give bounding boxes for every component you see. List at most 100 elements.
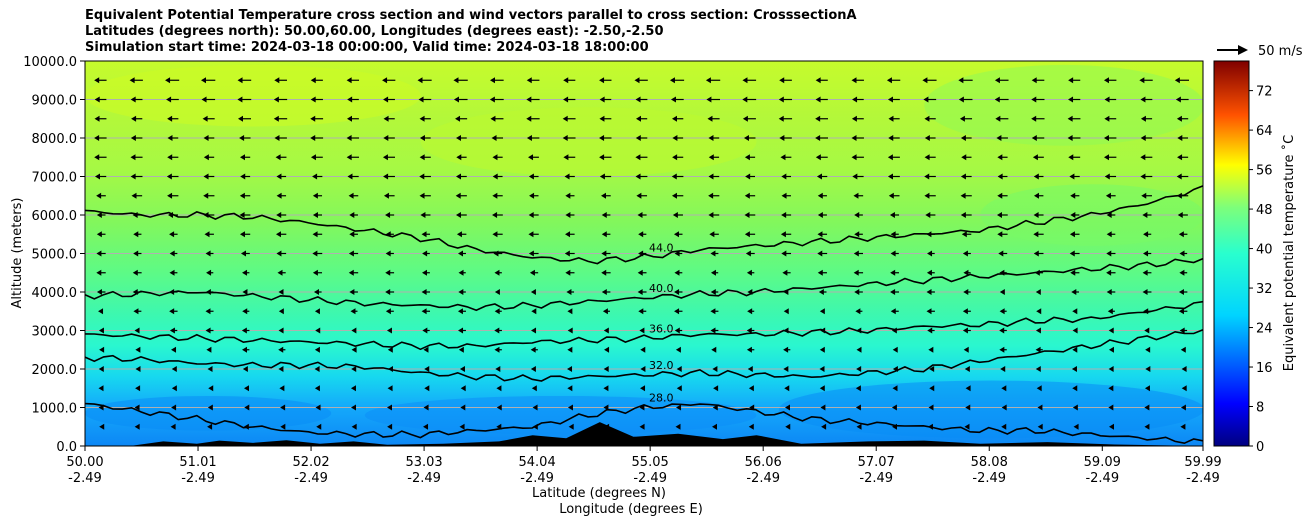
wind-vector-582 [958,77,964,84]
wind-vector-521 [995,115,1001,122]
wind-vector-142 [746,346,752,353]
wind-vector-270 [890,269,896,276]
wind-vector-405 [166,173,172,180]
wind-vector-333 [926,231,932,238]
wind-vector-82 [819,385,825,392]
wind-vector-114 [856,366,862,372]
y-tick-label: 10000.0 [23,55,77,70]
wind-vector-533 [310,96,316,103]
wind-vector-348 [349,212,355,218]
wind-vector-236 [783,289,789,295]
wind-vector-470 [274,135,280,141]
x-tick-label-lat: 59.99 [1184,455,1221,470]
wind-vector-88 [1036,385,1042,392]
wind-vector-292 [564,250,570,257]
wind-vector-527 [94,96,100,103]
wind-vector-76 [603,385,609,392]
wind-vector-79 [713,385,719,392]
wind-vector-525 [1140,115,1146,122]
wind-vector-432 [1140,173,1146,180]
wind-vector-197 [494,308,500,315]
wind-vector-570 [526,77,532,84]
x-tick-label-lon: -2.49 [746,471,780,486]
y-axis: 0.0 1000.0 2000.0 3000.0 4000.0 5000.0 6000.0 7… [23,55,85,455]
wind-vector-31 [98,404,104,411]
wind-vector-279 [96,250,102,257]
field-band-1 [778,380,1203,439]
wind-vector-66 [243,385,249,392]
wind-vector-21 [856,423,862,430]
wind-vector-581 [922,77,928,84]
wind-vector-557 [1175,96,1181,103]
wind-vector-96 [207,366,213,372]
x-tick-label-lat: 54.04 [519,455,556,470]
wind-vector-272 [963,269,969,276]
wind-vector-321 [492,231,498,238]
x-tick-8: 58.08-2.49 [971,446,1008,486]
wind-vector-526 [1176,115,1182,122]
wind-vector-445 [492,154,498,161]
wind-vector-59 [1108,404,1114,411]
wind-vector-16 [675,423,681,430]
wind-vector-584 [1031,77,1037,84]
wind-vector-164 [422,327,428,334]
wind-vector-149 [999,346,1005,353]
wind-vector-130 [314,346,320,353]
wind-vector-136 [530,346,536,353]
wind-vector-163 [386,327,392,334]
wind-vector-517 [851,115,857,122]
wind-vector-182 [1072,327,1078,334]
wind-vector-396 [960,192,966,199]
wind-vector-235 [747,289,753,295]
wind-vector-294 [638,250,644,257]
wind-vector-244 [1071,289,1077,295]
wind-vector-124 [99,346,105,353]
wind-vector-588 [1174,77,1180,84]
wind-vector-228 [494,289,500,295]
wind-vector-421 [745,173,751,180]
wind-vector-320 [456,231,462,238]
wind-vector-579 [851,77,857,84]
wind-vector-467 [167,135,173,141]
wind-vector-347 [312,212,318,218]
y-tick-7: 7000.0 [32,171,85,186]
wind-vector-353 [528,212,534,218]
wind-vector-505 [419,115,425,122]
wind-vector-83 [855,385,861,392]
wind-vector-68 [314,385,320,392]
wind-vector-309 [1179,250,1185,257]
wind-vector-231 [601,289,607,295]
wind-vector-179 [962,327,968,334]
chart-title: Equivalent Potential Temperature cross s… [85,8,857,56]
wind-vector-351 [455,212,461,218]
x-tick-label-lat: 55.05 [632,455,669,470]
wind-vector-12 [532,423,538,430]
wind-vector-319 [421,231,427,238]
wind-vector-316 [312,231,318,238]
wind-vector-225 [385,289,391,295]
wind-vector-540 [563,96,569,103]
wind-vector-108 [640,366,646,372]
wind-vector-42 [496,404,502,411]
wind-vector-120 [1071,366,1077,372]
wind-vector-302 [927,250,933,257]
wind-vector-435 [130,154,136,161]
wind-vector-147 [928,346,934,353]
y-tick-2: 2000.0 [32,363,85,378]
wind-vector-436 [167,154,173,161]
x-tick-5: 55.05-2.49 [632,446,669,486]
y-tick-0: 0.0 [56,440,85,455]
colorbar-tick-label: 64 [1256,124,1273,139]
wind-vector-357 [672,212,678,218]
wind-vector-485 [815,135,821,141]
wind-vector-275 [1070,269,1076,276]
wind-vector-534 [347,96,353,103]
wind-vector-437 [203,154,209,161]
wind-vector-289 [458,250,464,257]
wind-vector-578 [815,77,821,84]
wind-vector-404 [130,173,136,180]
wind-vector-148 [963,346,969,353]
field-band-4 [420,107,757,177]
wind-vector-575 [705,77,711,84]
wind-vector-464 [1177,154,1183,161]
